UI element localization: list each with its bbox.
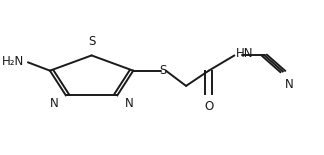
Text: S: S bbox=[160, 64, 167, 77]
Text: HN: HN bbox=[236, 47, 253, 60]
Text: S: S bbox=[88, 35, 95, 48]
Text: N: N bbox=[125, 97, 133, 110]
Text: O: O bbox=[204, 100, 213, 113]
Text: N: N bbox=[285, 78, 294, 91]
Text: H₂N: H₂N bbox=[2, 55, 24, 68]
Text: N: N bbox=[50, 97, 58, 110]
